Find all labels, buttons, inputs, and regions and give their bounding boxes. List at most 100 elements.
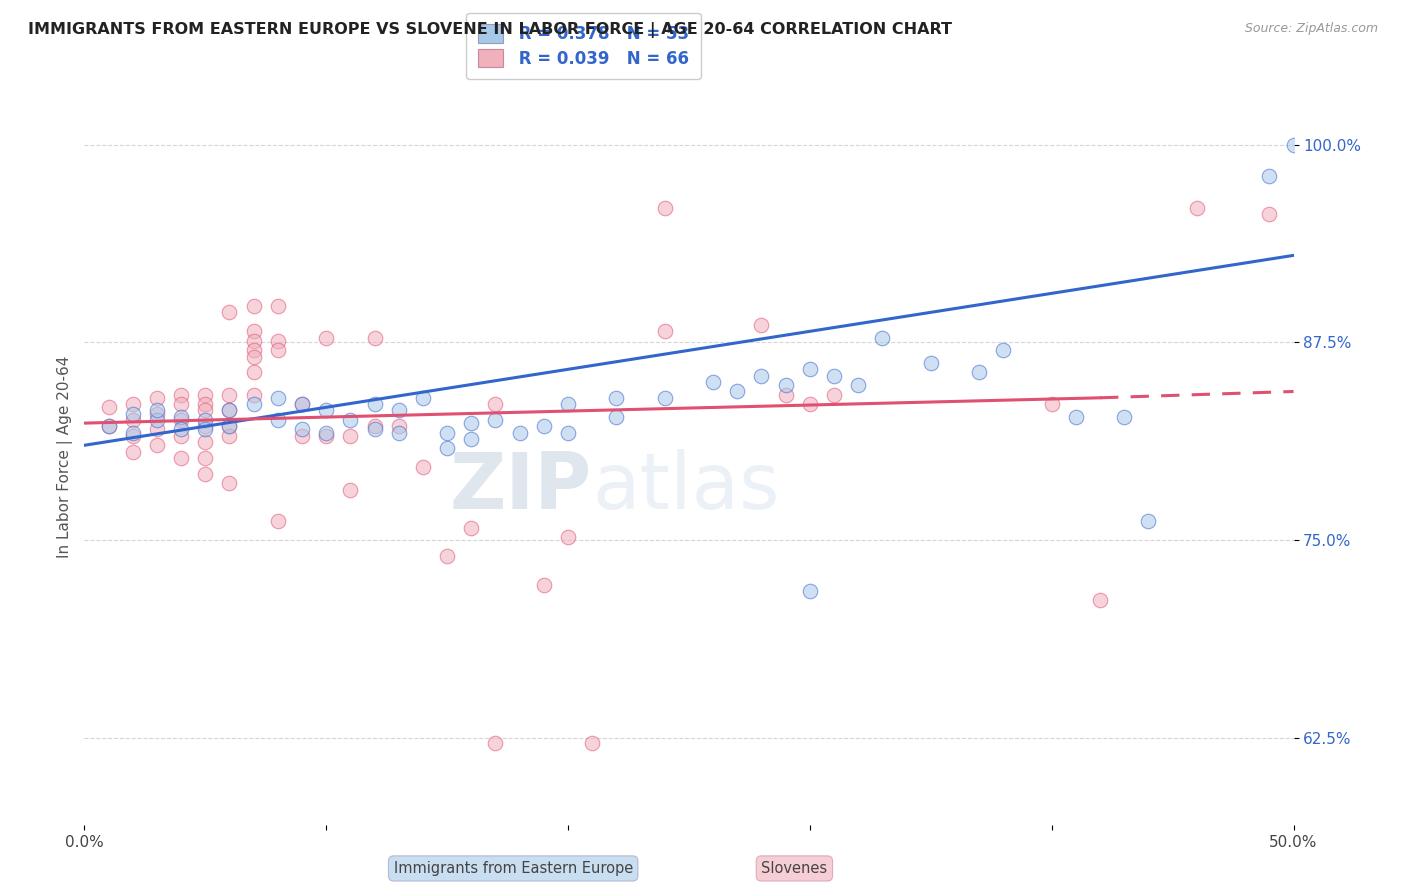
Point [872,331,894,345]
Point [291,422,314,436]
Point [605,409,627,424]
Point [460,432,482,446]
Point [242,324,264,338]
Point [170,409,193,424]
Point [412,391,434,405]
Y-axis label: In Labor Force | Age 20-64: In Labor Force | Age 20-64 [58,356,73,558]
Point [121,429,143,443]
Point [146,407,169,421]
Point [920,356,942,370]
Point [654,391,676,405]
Point [363,397,385,411]
Text: Slovenes: Slovenes [761,861,828,876]
Point [388,419,411,434]
Point [751,318,773,332]
Point [654,324,676,338]
Text: atlas: atlas [592,449,780,524]
Point [267,391,290,405]
Point [242,334,264,348]
Point [218,387,240,401]
Point [218,305,240,319]
Point [799,362,821,376]
Point [557,530,579,544]
Point [218,419,240,434]
Point [1185,201,1208,215]
Point [1282,137,1305,152]
Point [194,403,217,417]
Point [363,419,385,434]
Point [557,397,579,411]
Point [146,413,169,427]
Point [242,343,264,358]
Point [121,444,143,458]
Point [967,366,990,380]
Point [291,429,314,443]
Point [993,343,1015,358]
Point [725,384,748,399]
Point [170,429,193,443]
Point [146,391,169,405]
Point [846,378,869,392]
Text: IMMIGRANTS FROM EASTERN EUROPE VS SLOVENE IN LABOR FORCE | AGE 20-64 CORRELATION: IMMIGRANTS FROM EASTERN EUROPE VS SLOVEN… [28,22,952,38]
Point [1064,409,1087,424]
Point [170,397,193,411]
Point [194,387,217,401]
Point [291,397,314,411]
Point [339,413,361,427]
Point [194,422,217,436]
Text: Immigrants from Eastern Europe: Immigrants from Eastern Europe [394,861,633,876]
Point [194,419,217,434]
Point [121,425,143,440]
Point [242,350,264,364]
Point [823,387,845,401]
Point [339,429,361,443]
Point [460,520,482,534]
Point [775,387,797,401]
Point [363,331,385,345]
Point [194,467,217,481]
Point [315,425,337,440]
Point [315,429,337,443]
Point [702,375,724,389]
Point [823,368,845,383]
Point [412,460,434,475]
Point [460,416,482,430]
Text: ZIP: ZIP [450,449,592,524]
Point [242,299,264,313]
Point [194,397,217,411]
Point [194,413,217,427]
Point [121,413,143,427]
Point [97,419,120,434]
Point [1040,397,1063,411]
Point [242,397,264,411]
Point [170,387,193,401]
Point [654,201,676,215]
Point [194,435,217,450]
Point [363,422,385,436]
Point [291,397,314,411]
Point [799,583,821,598]
Point [242,387,264,401]
Point [388,425,411,440]
Point [388,403,411,417]
Point [581,736,603,750]
Point [484,397,506,411]
Point [146,403,169,417]
Point [751,368,773,383]
Point [533,577,555,591]
Point [436,425,458,440]
Point [1258,169,1281,184]
Point [1088,593,1111,607]
Point [484,736,506,750]
Point [267,334,290,348]
Point [799,397,821,411]
Point [267,299,290,313]
Point [170,450,193,465]
Point [218,476,240,491]
Point [267,343,290,358]
Point [267,413,290,427]
Point [170,422,193,436]
Point [121,407,143,421]
Point [436,549,458,563]
Point [315,331,337,345]
